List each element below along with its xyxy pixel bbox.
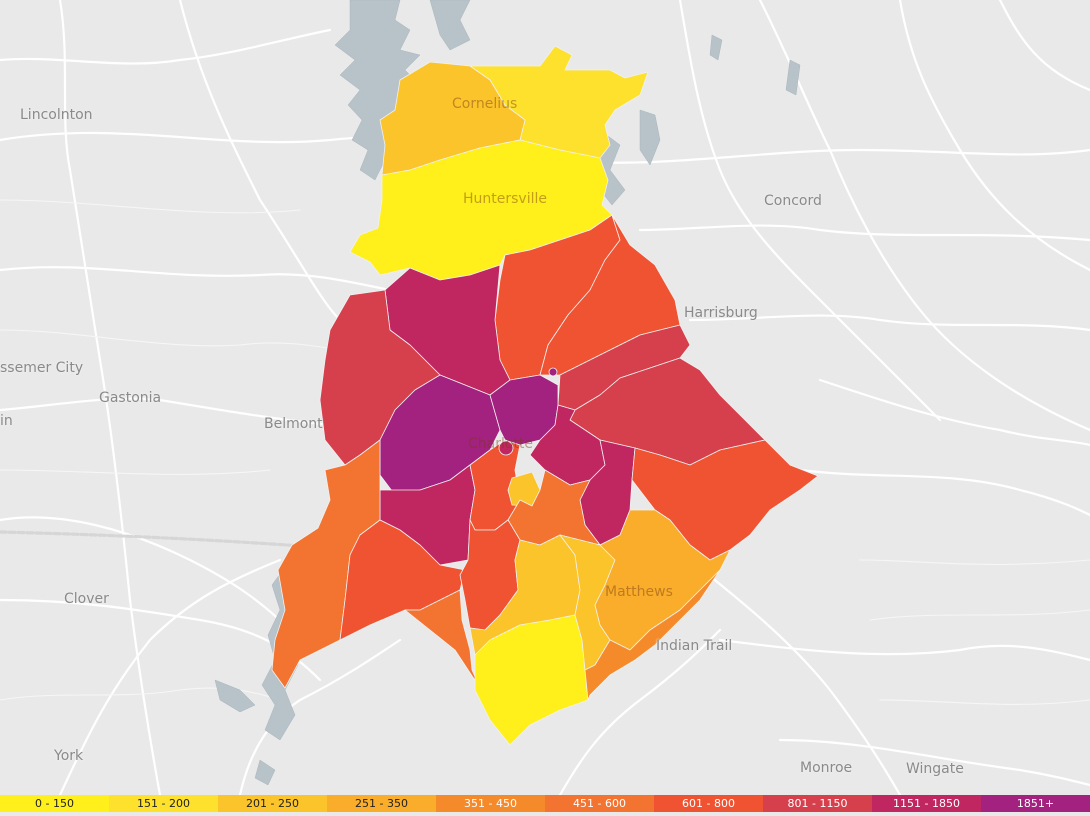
region-mint-hill-south[interactable] <box>584 569 721 701</box>
city-label-lincolnton: Lincolnton <box>20 107 93 123</box>
region-center-dot-2[interactable] <box>548 367 558 377</box>
city-label-york: York <box>54 748 84 764</box>
city-label-charlotte: Charlotte <box>468 436 534 452</box>
region-steele-creek[interactable] <box>404 589 481 689</box>
legend-item: 151 - 200 <box>109 795 218 812</box>
legend: 0 - 150 151 - 200 201 - 250 251 - 350 351 - … <box>0 795 1090 812</box>
legend-item: 1851+ <box>981 795 1090 812</box>
city-label-cornelius: Cornelius <box>452 96 518 112</box>
city-label-indian-trail: Indian Trail <box>656 638 733 654</box>
city-label-concord: Concord <box>764 193 822 209</box>
legend-item: 601 - 800 <box>654 795 763 812</box>
basemap <box>0 0 1090 795</box>
city-label-belmont: Belmont <box>264 416 323 432</box>
region-center-dot[interactable] <box>498 440 514 456</box>
city-label-monroe: Monroe <box>800 760 853 776</box>
region-west-south[interactable] <box>271 439 381 689</box>
city-label-gastonia: Gastonia <box>99 390 162 406</box>
choropleth-regions[interactable] <box>271 45 819 746</box>
city-label-matthews: Matthews <box>605 584 673 600</box>
city-label-harrisburg: Harrisburg <box>684 305 758 321</box>
city-label-huntersville: Huntersville <box>463 191 547 207</box>
legend-item: 801 - 1150 <box>763 795 872 812</box>
road-network <box>0 0 1090 795</box>
legend-item: 451 - 600 <box>545 795 654 812</box>
legend-item: 0 - 150 <box>0 795 109 812</box>
city-label-bessemer-city: ssemer City <box>0 360 84 376</box>
city-label-clover: Clover <box>64 591 109 607</box>
legend-item: 1151 - 1850 <box>872 795 981 812</box>
city-label-edge: in <box>0 413 13 429</box>
legend-item: 351 - 450 <box>436 795 545 812</box>
city-label-wingate: Wingate <box>906 761 964 777</box>
legend-item: 251 - 350 <box>327 795 436 812</box>
legend-item: 201 - 250 <box>218 795 327 812</box>
